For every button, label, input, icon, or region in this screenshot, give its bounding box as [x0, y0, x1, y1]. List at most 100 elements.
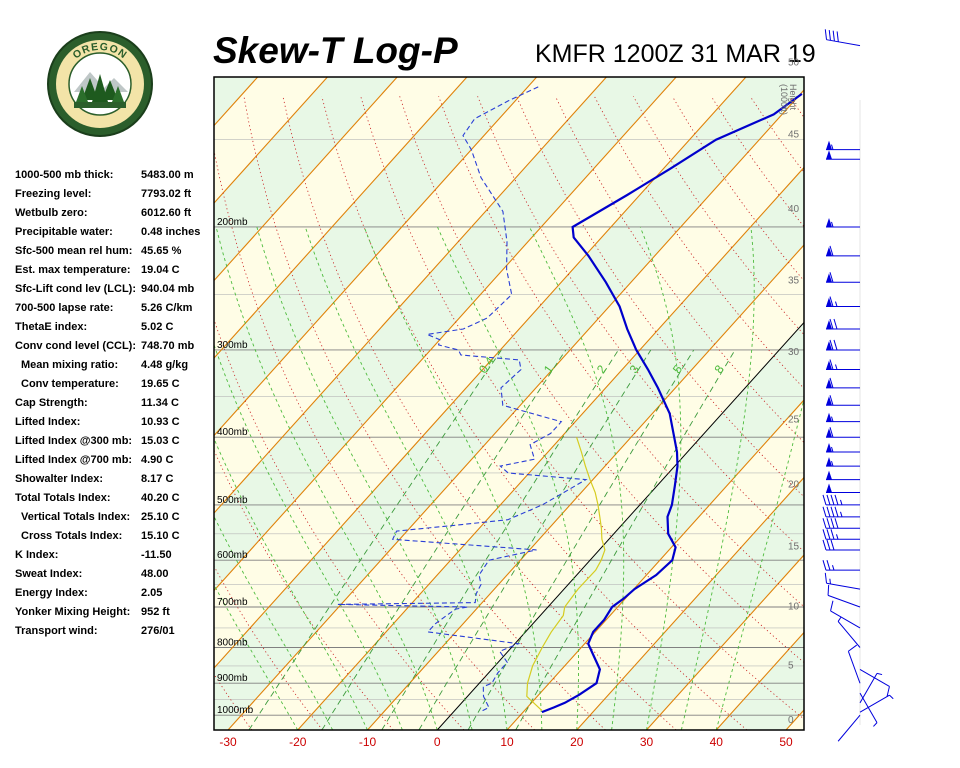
index-row: Total Totals Index: 40.20 C: [15, 491, 215, 510]
pressure-label: 500mb: [217, 495, 248, 506]
index-label: Mean mixing ratio:: [21, 359, 119, 371]
wind-barb-flag: [834, 494, 839, 506]
index-label: Est. max temperature:: [15, 264, 131, 276]
wind-barb-half-flag: [831, 144, 834, 150]
wind-barb-flag: [827, 584, 830, 596]
wind-barb-shaft: [830, 610, 861, 629]
wind-barb-shaft: [826, 582, 861, 590]
wind-barb-flag: [829, 427, 834, 438]
moist-adiabat-line: [363, 226, 543, 730]
index-value: 8.17 C: [141, 473, 174, 485]
index-label: Wetbulb zero:: [15, 207, 88, 219]
index-row: Cap Strength: 11.34 C: [15, 396, 215, 415]
height-tick-label: 45: [788, 130, 800, 141]
isotherm-line: [0, 77, 188, 730]
pressure-label: 900mb: [217, 673, 248, 684]
index-label: Sfc-500 mean rel hum:: [15, 245, 133, 257]
wind-barb-half-flag: [873, 722, 878, 727]
index-label: Showalter Index:: [15, 473, 104, 485]
wind-barb-pennant: [826, 273, 832, 283]
mixing-ratio-line: [418, 349, 652, 730]
isotherm-band: [214, 77, 804, 730]
wind-barb: [826, 395, 860, 406]
wind-barb-flag: [830, 529, 835, 540]
wind-barb-flag: [834, 518, 839, 529]
index-value: 4.90 C: [141, 454, 174, 466]
wind-barb: [826, 457, 860, 467]
isotherm-line: [214, 77, 468, 359]
index-label: Cap Strength:: [15, 397, 88, 409]
wind-barb: [822, 539, 860, 551]
wind-barb: [859, 692, 878, 727]
height-tick-label: 0: [788, 715, 794, 726]
wind-barb-pennant: [826, 246, 832, 256]
mixing-ratio-line: [248, 349, 502, 730]
forestry-logo: OREGON DEPARTMENT OF FORESTRY: [47, 31, 153, 137]
wind-barb: [826, 150, 860, 160]
wind-barb-flag: [886, 686, 890, 697]
wind-barb-pennant: [826, 443, 832, 452]
wind-barb-flag: [828, 29, 831, 41]
index-row: Precipitable water: 0.48 inches: [15, 225, 215, 244]
wind-barb-pennant: [826, 360, 832, 370]
wind-barb: [826, 296, 860, 308]
index-label: Sweat Index:: [15, 568, 83, 580]
dry-adiabat-line: [243, 96, 606, 730]
index-row: Est. max temperature: 19.04 C: [15, 263, 215, 282]
wind-barb-half-flag: [831, 460, 834, 467]
index-label: Freezing level:: [15, 188, 92, 200]
height-axis-unit: (1000ft): [779, 84, 789, 115]
wind-barb-flag: [826, 560, 831, 571]
wind-barb-flag: [836, 31, 839, 42]
wind-barb-pennant: [826, 297, 832, 307]
wind-barb: [826, 318, 860, 330]
dry-adiabat-line: [282, 96, 677, 730]
pressure-label: 400mb: [217, 427, 248, 438]
wind-barb-flag: [829, 245, 834, 257]
moist-adiabat-line: [214, 343, 403, 730]
wind-barb-flag: [830, 600, 834, 612]
index-value: 15.03 C: [141, 435, 180, 447]
isotherm-line: [214, 77, 747, 669]
index-label: Conv cond level (CCL):: [15, 340, 137, 352]
wind-barb-half-flag: [837, 616, 842, 622]
wind-barb: [826, 272, 860, 283]
wind-barb: [824, 572, 861, 590]
wind-barb-flag: [822, 518, 827, 529]
wind-barb-pennant: [826, 428, 832, 438]
index-value: 15.10 C: [141, 530, 180, 542]
index-value: 940.04 mb: [141, 283, 195, 295]
moist-adiabat-line: [639, 226, 682, 730]
wind-barb: [826, 339, 860, 351]
dewpoint-trace-line: [337, 86, 588, 712]
wind-barb-flag: [830, 518, 835, 529]
wind-barb-shaft: [826, 39, 861, 47]
height-tick-label: 35: [788, 276, 800, 287]
chart-title: Skew-T Log-P: [213, 30, 458, 71]
index-value: 5483.00 m: [141, 169, 194, 181]
index-value: 25.10 C: [141, 511, 180, 523]
index-value: 4.48 g/kg: [141, 359, 189, 371]
wind-barb-flag: [829, 296, 834, 307]
wind-barb-flag: [822, 506, 827, 517]
wind-barb-flag: [830, 539, 835, 551]
moist-adiabat-line: [304, 226, 508, 730]
wind-barb-shaft: [827, 594, 861, 608]
index-row: Yonker Mixing Height: 952 ft: [15, 605, 215, 624]
wind-barb: [827, 584, 861, 608]
wind-barb: [822, 506, 860, 518]
wind-barb-shaft: [847, 651, 861, 684]
wind-barb-half-flag: [835, 364, 838, 370]
index-row: Freezing level: 7793.02 ft: [15, 187, 215, 206]
index-label: Transport wind:: [15, 625, 98, 637]
wind-barb-flag: [824, 29, 828, 40]
index-value: -11.50: [141, 549, 172, 561]
x-tick-label: -20: [289, 735, 307, 749]
index-label: Conv temperature:: [21, 378, 119, 390]
index-value: 19.04 C: [141, 264, 180, 276]
wind-barb-half-flag: [840, 511, 843, 517]
dry-adiabat-line: [214, 148, 535, 730]
wind-barb: [837, 616, 861, 648]
index-label: Total Totals Index:: [15, 492, 111, 504]
index-label: Yonker Mixing Height:: [15, 606, 131, 618]
